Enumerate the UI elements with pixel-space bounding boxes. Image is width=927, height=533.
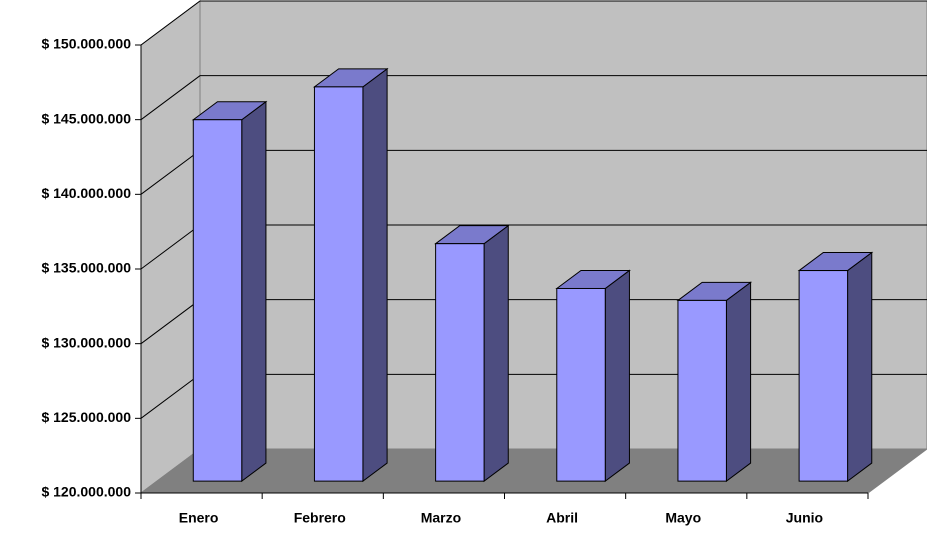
- x-tick-label: Abril: [546, 510, 578, 526]
- grid-line: [140, 0, 927, 46]
- x-tick-label: Junio: [786, 510, 823, 526]
- x-tick-label: Mayo: [665, 510, 701, 526]
- bar: [677, 299, 727, 482]
- grid-line: [140, 75, 927, 121]
- x-tick-label: Febrero: [294, 510, 346, 526]
- y-tick-label: $ 135.000.000: [41, 260, 131, 276]
- y-tick-label: $ 125.000.000: [41, 409, 131, 425]
- y-tick-label: $ 130.000.000: [41, 334, 131, 350]
- bar: [556, 287, 606, 482]
- y-tick-label: $ 145.000.000: [41, 110, 131, 126]
- bar-side: [604, 269, 630, 483]
- bar-side: [847, 251, 873, 483]
- bar-side: [483, 224, 509, 483]
- bar: [798, 270, 849, 482]
- bar: [192, 119, 243, 482]
- bar-side: [362, 67, 388, 483]
- bar: [435, 243, 485, 482]
- y-tick-label: $ 140.000.000: [41, 185, 131, 201]
- y-tick-label: $ 150.000.000: [41, 36, 131, 52]
- bar-side: [241, 100, 267, 483]
- x-tick-label: Marzo: [421, 510, 461, 526]
- bar-side: [725, 281, 752, 483]
- y-tick-label: $ 120.000.000: [41, 484, 131, 500]
- bar: [313, 86, 364, 482]
- x-tick-label: Enero: [179, 510, 219, 526]
